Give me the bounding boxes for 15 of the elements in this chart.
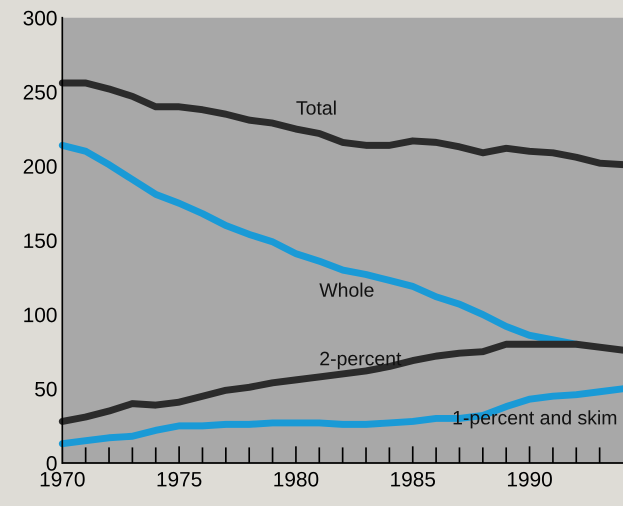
series-label: Total bbox=[296, 100, 336, 115]
y-tick-label: 300 bbox=[23, 10, 57, 26]
y-tick-label: 250 bbox=[24, 84, 57, 100]
x-tick-label: 1990 bbox=[508, 472, 552, 487]
x-tick-label: 1985 bbox=[391, 472, 436, 487]
x-tick-label: 1970 bbox=[40, 472, 85, 487]
y-tick-label: 100 bbox=[24, 308, 57, 322]
y-tick-label: 200 bbox=[24, 159, 57, 174]
y-tick-label: 0 bbox=[46, 456, 57, 471]
x-tick-label: 1980 bbox=[274, 472, 318, 487]
series-label: Whole bbox=[319, 282, 374, 297]
y-tick-label: 50 bbox=[35, 382, 57, 397]
series-label: 1-percent and skim bbox=[454, 410, 616, 428]
y-tick-label: 150 bbox=[24, 233, 57, 248]
x-tick-label: 1975 bbox=[158, 472, 202, 487]
